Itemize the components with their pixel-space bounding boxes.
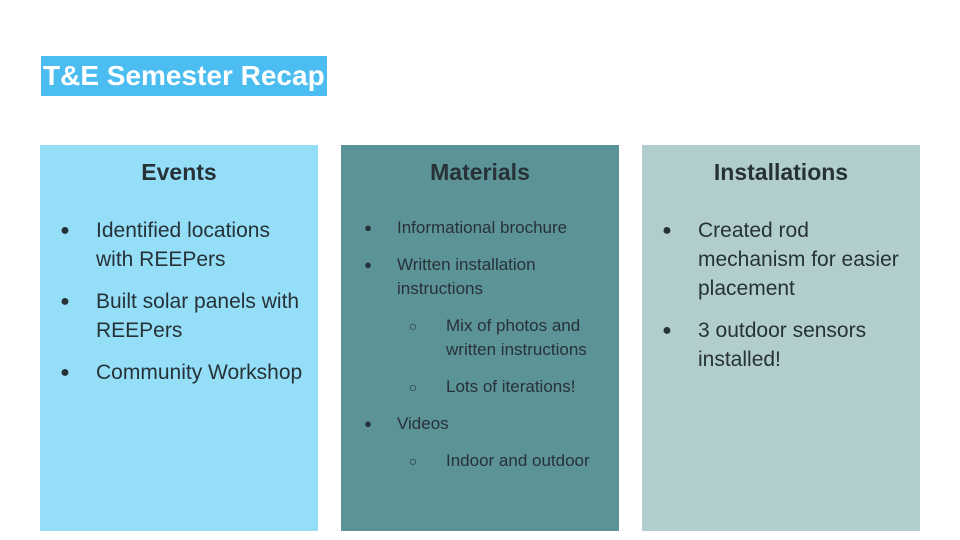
bullet-icon: ● [364, 257, 372, 272]
bullet-icon: ● [60, 364, 70, 381]
hollow-bullet-icon: ○ [408, 453, 418, 469]
bullet-icon: ● [364, 416, 372, 431]
hollow-bullet-icon: ○ [408, 379, 418, 395]
list-item-text: 3 outdoor sensors installed! [698, 319, 867, 371]
list-item-text: Created rod mechanism for easier placeme… [698, 219, 899, 300]
list-item-text: Written installation instructions [397, 255, 536, 298]
hollow-bullet-icon: ○ [408, 318, 418, 334]
list-item: ● Built solar panels with REEPers [40, 287, 318, 345]
sub-list-item-text: Mix of photos and written instructions [446, 316, 587, 359]
slide-title: T&E Semester Recap [41, 56, 327, 96]
materials-heading: Materials [430, 159, 530, 185]
list-item: ● Written installation instructions ○ Mi… [341, 253, 619, 399]
bullet-icon: ● [662, 322, 672, 339]
bullet-icon: ● [662, 222, 672, 239]
sub-list: ○ Indoor and outdoor [397, 449, 607, 473]
installations-list: ● Created rod mechanism for easier place… [642, 216, 920, 387]
sub-list-item-text: Lots of iterations! [446, 377, 576, 396]
list-item: ● Created rod mechanism for easier place… [642, 216, 920, 303]
events-heading: Events [141, 159, 217, 185]
list-item: ● 3 outdoor sensors installed! [642, 316, 920, 374]
events-card: Events ● Identified locations with REEPe… [40, 145, 318, 531]
list-item: ● Informational brochure [341, 216, 619, 240]
materials-list: ● Informational brochure ● Written insta… [341, 216, 619, 486]
list-item: ● Identified locations with REEPers [40, 216, 318, 274]
bullet-icon: ● [60, 293, 70, 310]
sub-list-item: ○ Indoor and outdoor [397, 449, 607, 473]
installations-heading: Installations [713, 159, 849, 185]
events-list: ● Identified locations with REEPers ● Bu… [40, 216, 318, 400]
sub-list-item-text: Indoor and outdoor [446, 451, 590, 470]
list-item: ● Community Workshop [40, 358, 318, 387]
list-item-text: Identified locations with REEPers [96, 219, 270, 271]
list-item: ● Videos ○ Indoor and outdoor [341, 412, 619, 473]
list-item-text: Built solar panels with REEPers [96, 290, 300, 342]
bullet-icon: ● [364, 220, 372, 235]
list-item-text: Videos [397, 414, 449, 433]
installations-card: Installations ● Created rod mechanism fo… [642, 145, 920, 531]
materials-card: Materials ● Informational brochure ● Wri… [341, 145, 619, 531]
sub-list-item: ○ Lots of iterations! [397, 375, 607, 399]
sub-list: ○ Mix of photos and written instructions… [397, 314, 607, 399]
bullet-icon: ● [60, 222, 70, 239]
list-item-text: Informational brochure [397, 218, 568, 237]
list-item-text: Community Workshop [96, 361, 303, 384]
sub-list-item: ○ Mix of photos and written instructions [397, 314, 607, 362]
